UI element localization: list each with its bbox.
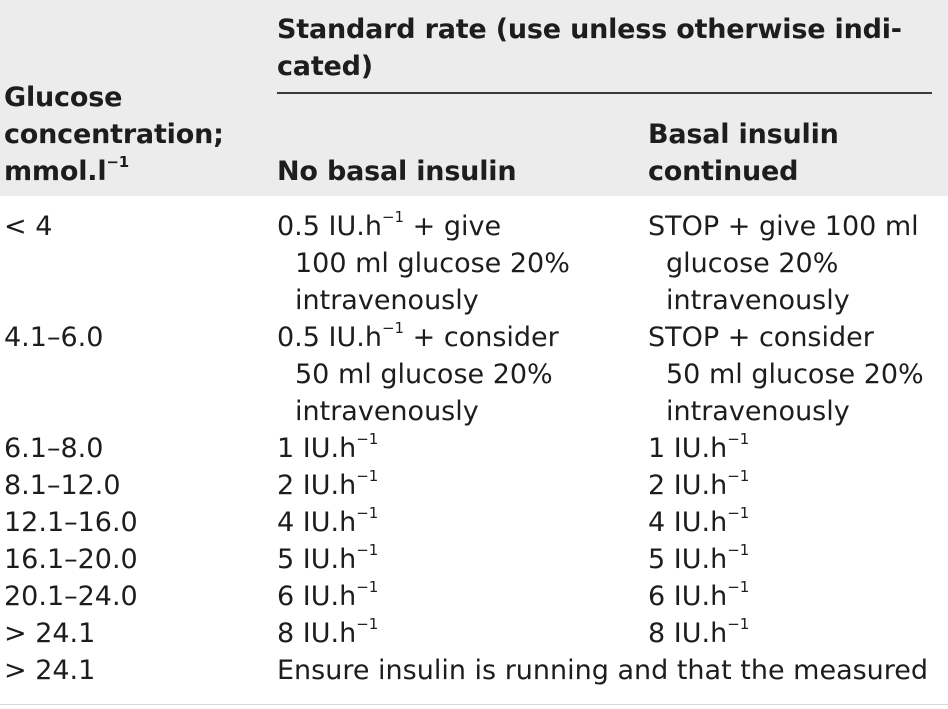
row-9-note: Ensure insulin is running and that the m… (277, 655, 929, 686)
row-1-no-basal-line-3: intravenously (295, 285, 479, 316)
row-1-basal-line-1: STOP + give 100 ml (648, 211, 919, 242)
row-2-basal-line-3: intravenously (666, 396, 850, 427)
basal-header-line-2: continued (648, 156, 799, 187)
table-bottom-rule (0, 704, 948, 705)
row-3-no-basal: 1 IU.h−1 (277, 430, 379, 465)
row-5-no-basal: 4 IU.h−1 (277, 504, 379, 539)
row-3-basal: 1 IU.h−1 (648, 430, 750, 465)
glucose-header-line-1: Glucose (4, 82, 123, 113)
row-2-no-basal-line-1: 0.5 IU.h−1 + consider (277, 319, 559, 354)
glucose-header-line-3: mmol.l−1 (4, 153, 129, 188)
row-6-glucose: 16.1–20.0 (4, 544, 138, 575)
table-header (0, 0, 948, 196)
row-7-glucose: 20.1–24.0 (4, 581, 138, 612)
row-9-glucose: > 24.1 (4, 655, 96, 686)
row-2-basal-line-2: 50 ml glucose 20% (666, 359, 924, 390)
row-2-glucose: 4.1–6.0 (4, 322, 104, 353)
row-1-no-basal-line-1: 0.5 IU.h−1 + give (277, 208, 502, 243)
row-2-no-basal-line-2: 50 ml glucose 20% (295, 359, 553, 390)
row-5-basal: 4 IU.h−1 (648, 504, 750, 539)
spanning-header-rule (277, 92, 932, 94)
standard-rate-header-line-1: Standard rate (use unless otherwise indi… (277, 14, 902, 45)
row-6-no-basal: 5 IU.h−1 (277, 541, 379, 576)
row-4-no-basal: 2 IU.h−1 (277, 467, 379, 502)
basal-header-line-1: Basal insulin (648, 119, 839, 150)
no-basal-header: No basal insulin (277, 156, 517, 187)
row-4-glucose: 8.1–12.0 (4, 470, 121, 501)
row-1-no-basal-line-2: 100 ml glucose 20% (295, 248, 570, 279)
row-7-no-basal: 6 IU.h−1 (277, 578, 379, 613)
row-4-basal: 2 IU.h−1 (648, 467, 750, 502)
row-8-glucose: > 24.1 (4, 618, 96, 649)
row-7-basal: 6 IU.h−1 (648, 578, 750, 613)
glucose-header-line-2: concentration; (4, 119, 224, 150)
row-3-glucose: 6.1–8.0 (4, 433, 104, 464)
row-8-no-basal: 8 IU.h−1 (277, 615, 379, 650)
row-1-basal-line-3: intravenously (666, 285, 850, 316)
row-1-glucose: < 4 (4, 211, 53, 242)
row-6-basal: 5 IU.h−1 (648, 541, 750, 576)
standard-rate-header-line-2: cated) (277, 51, 373, 82)
row-1-basal-line-2: glucose 20% (666, 248, 839, 279)
row-5-glucose: 12.1–16.0 (4, 507, 138, 538)
row-2-basal-line-1: STOP + consider (648, 322, 874, 353)
row-8-basal: 8 IU.h−1 (648, 615, 750, 650)
row-2-no-basal-line-3: intravenously (295, 396, 479, 427)
